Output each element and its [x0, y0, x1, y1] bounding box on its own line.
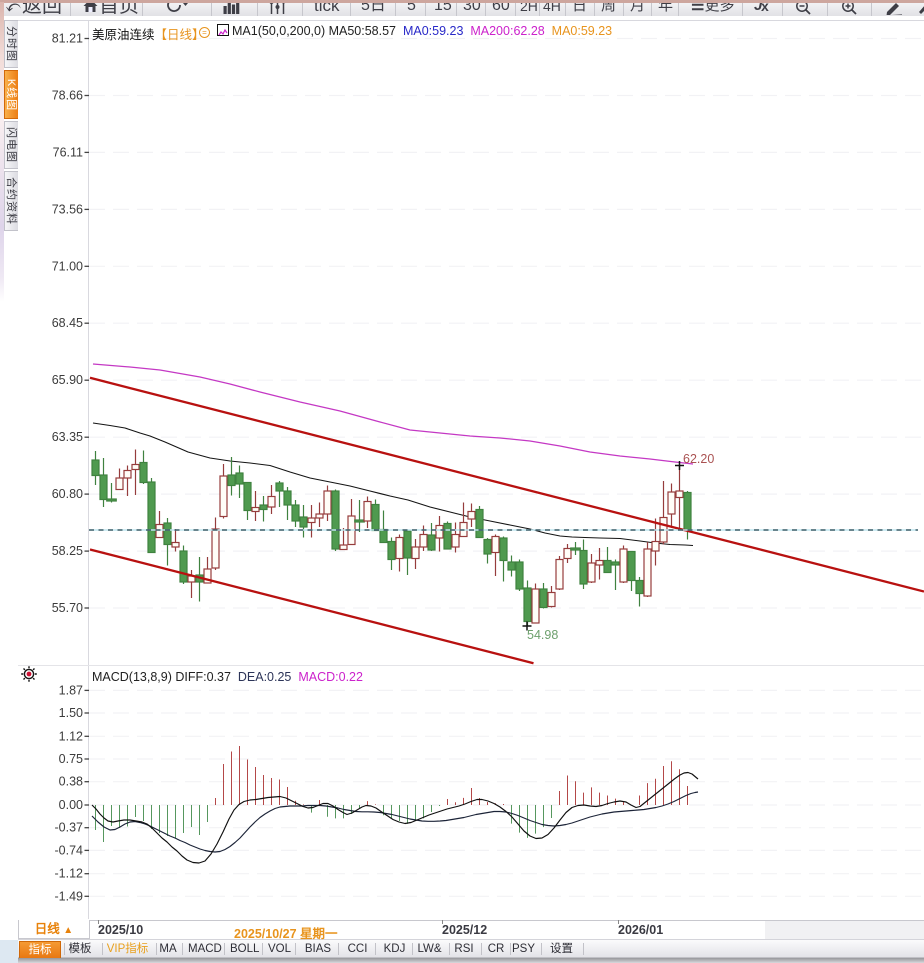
- svg-text:-1.12: -1.12: [55, 867, 84, 881]
- svg-text:81.21: 81.21: [52, 32, 83, 46]
- svg-text:54.98: 54.98: [527, 628, 558, 642]
- svg-text:60.80: 60.80: [52, 487, 83, 501]
- svg-text:65.90: 65.90: [52, 373, 83, 387]
- svg-text:1.12: 1.12: [59, 729, 83, 743]
- svg-text:1.87: 1.87: [59, 683, 83, 697]
- svg-text:0.75: 0.75: [59, 752, 83, 766]
- svg-text:76.11: 76.11: [53, 145, 83, 159]
- svg-text:-0.74: -0.74: [55, 843, 84, 857]
- svg-text:78.66: 78.66: [52, 89, 83, 103]
- svg-text:0.00: 0.00: [59, 798, 83, 812]
- svg-text:63.35: 63.35: [52, 430, 83, 444]
- svg-text:73.56: 73.56: [52, 202, 83, 216]
- svg-text:55.70: 55.70: [52, 601, 83, 615]
- svg-text:-1.49: -1.49: [55, 889, 84, 903]
- svg-text:62.20: 62.20: [683, 452, 714, 466]
- svg-text:0.38: 0.38: [59, 775, 83, 789]
- svg-text:-0.37: -0.37: [55, 821, 84, 835]
- svg-text:1.50: 1.50: [59, 706, 83, 720]
- svg-text:71.00: 71.00: [52, 259, 83, 273]
- svg-text:68.45: 68.45: [52, 316, 83, 330]
- svg-text:58.25: 58.25: [52, 544, 83, 558]
